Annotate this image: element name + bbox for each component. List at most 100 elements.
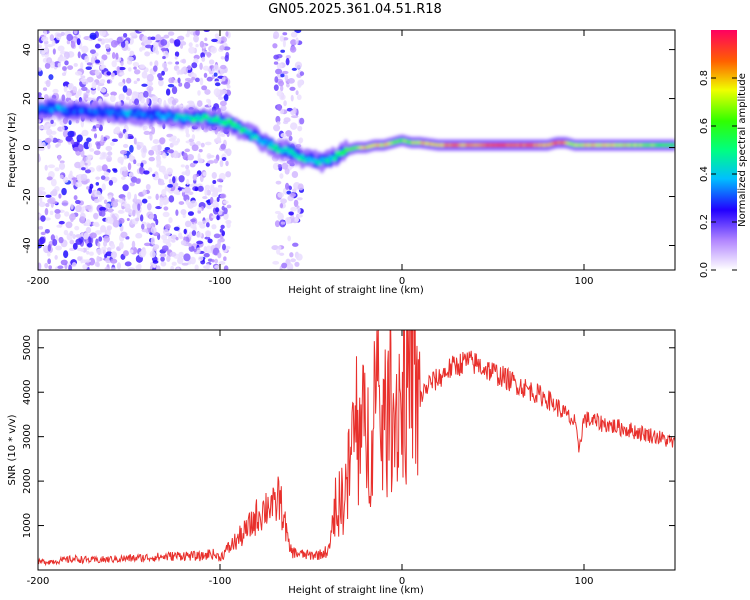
noise-mark xyxy=(129,32,137,37)
noise-mark xyxy=(39,197,43,203)
noise-mark xyxy=(272,260,280,265)
noise-mark xyxy=(105,145,113,152)
noise-mark xyxy=(193,222,197,230)
noise-mark xyxy=(191,134,196,140)
ridge-core-cell xyxy=(151,111,156,117)
noise-mark xyxy=(213,233,221,239)
noise-mark xyxy=(86,178,90,183)
noise-mark xyxy=(198,256,204,262)
noise-mark xyxy=(212,180,217,184)
snr-x-tick-label: -200 xyxy=(27,576,50,587)
noise-mark xyxy=(213,88,221,97)
noise-mark xyxy=(201,56,206,62)
colorbar: 0.0 0.2 0.4 0.6 0.8 Normalized spectral ampl… xyxy=(699,30,748,278)
noise-mark xyxy=(195,30,200,37)
noise-mark xyxy=(188,42,193,48)
noise-mark xyxy=(151,126,156,135)
noise-mark xyxy=(169,38,175,44)
noise-mark xyxy=(139,64,146,69)
noise-mark xyxy=(52,238,58,247)
noise-mark xyxy=(62,176,69,183)
noise-mark xyxy=(109,94,116,103)
noise-mark xyxy=(297,213,303,218)
spectrogram-y-tick-label: -20 xyxy=(22,188,33,204)
colorbar-tick-label: 0.0 xyxy=(699,262,710,278)
ridge-core-cell xyxy=(105,108,111,115)
noise-mark xyxy=(178,251,184,258)
noise-mark xyxy=(157,72,163,79)
noise-mark xyxy=(100,58,105,66)
noise-mark xyxy=(96,248,104,255)
noise-mark xyxy=(217,252,222,259)
noise-mark xyxy=(65,221,73,229)
noise-mark xyxy=(146,73,154,82)
noise-mark xyxy=(285,54,291,59)
noise-mark xyxy=(157,144,162,151)
noise-mark xyxy=(159,253,167,258)
noise-mark xyxy=(103,38,110,44)
noise-mark xyxy=(199,40,205,48)
noise-mark xyxy=(213,72,218,77)
noise-mark xyxy=(44,62,51,69)
spectrogram-x-tick-label: -100 xyxy=(209,276,232,287)
noise-mark xyxy=(141,198,148,204)
noise-mark xyxy=(216,196,220,203)
noise-mark xyxy=(85,226,92,234)
noise-mark xyxy=(113,127,121,134)
noise-mark xyxy=(175,209,179,216)
noise-mark xyxy=(168,217,173,224)
noise-mark xyxy=(214,258,219,264)
noise-mark xyxy=(82,264,88,270)
noise-mark xyxy=(291,115,299,119)
noise-mark xyxy=(297,79,304,86)
noise-mark xyxy=(188,46,196,54)
noise-mark xyxy=(85,219,92,227)
noise-mark xyxy=(153,65,158,72)
noise-mark xyxy=(70,139,75,145)
ridge-core-cell xyxy=(273,143,279,150)
noise-mark xyxy=(162,55,166,60)
noise-mark xyxy=(83,141,91,150)
snr-y-tick-label: 5000 xyxy=(22,335,33,360)
noise-mark xyxy=(211,259,215,263)
noise-mark xyxy=(135,178,141,184)
noise-mark xyxy=(58,162,66,170)
noise-mark xyxy=(80,62,84,70)
noise-mark xyxy=(290,39,297,46)
noise-mark xyxy=(225,160,229,167)
noise-mark xyxy=(207,154,215,158)
noise-mark xyxy=(205,162,211,167)
noise-mark xyxy=(118,133,123,139)
noise-mark xyxy=(281,162,289,170)
noise-mark xyxy=(206,189,211,196)
snr-y-ticks: 1000 2000 3000 4000 5000 xyxy=(22,335,675,538)
noise-mark xyxy=(213,103,220,111)
noise-mark xyxy=(295,253,303,261)
noise-mark xyxy=(94,43,101,49)
noise-mark xyxy=(209,65,214,69)
noise-mark xyxy=(121,176,126,180)
noise-mark xyxy=(197,206,202,211)
colorbar-tick-label: 0.6 xyxy=(699,118,710,134)
noise-mark xyxy=(196,249,201,254)
noise-mark xyxy=(106,51,111,55)
noise-mark xyxy=(292,188,297,193)
noise-mark xyxy=(126,217,130,222)
noise-mark xyxy=(47,143,51,150)
noise-mark xyxy=(40,231,46,236)
noise-mark xyxy=(162,201,167,206)
noise-mark xyxy=(71,262,77,267)
noise-mark xyxy=(160,261,167,267)
noise-mark xyxy=(178,175,185,183)
noise-mark xyxy=(74,181,83,188)
noise-mark xyxy=(55,144,59,148)
noise-mark xyxy=(138,30,146,33)
noise-mark xyxy=(132,62,140,67)
noise-mark xyxy=(285,57,290,66)
noise-mark xyxy=(45,202,50,208)
noise-mark xyxy=(140,162,144,168)
noise-mark xyxy=(203,72,208,78)
noise-mark xyxy=(109,141,115,146)
spectrogram-x-tick-label: 0 xyxy=(399,276,405,287)
noise-mark xyxy=(277,164,283,168)
